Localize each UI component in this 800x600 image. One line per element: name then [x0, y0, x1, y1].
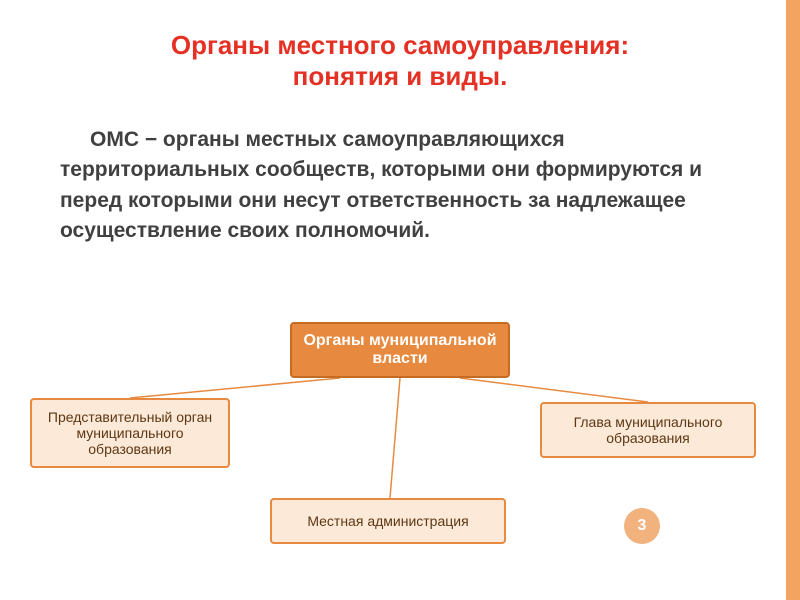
slide-title: Органы местного самоуправления: понятия …: [80, 30, 720, 92]
slide-title-line1: Органы местного самоуправления:: [80, 30, 720, 61]
node-representative-body: Представительный орган муниципального об…: [30, 398, 230, 468]
node-admin-label: Местная администрация: [307, 513, 468, 529]
node-head-label: Глава муниципального образования: [548, 414, 748, 446]
node-local-administration: Местная администрация: [270, 498, 506, 544]
accent-bar: [786, 0, 800, 600]
page-number: 3: [638, 517, 647, 535]
definition-text: ОМС − органы местных самоуправляющихся т…: [60, 125, 740, 247]
node-rep-label: Представительный орган муниципального об…: [38, 409, 222, 457]
node-root-label: Органы муниципальной власти: [298, 332, 502, 368]
page-number-badge: 3: [624, 508, 660, 544]
node-root: Органы муниципальной власти: [290, 322, 510, 378]
slide-title-line2: понятия и виды.: [80, 61, 720, 92]
node-municipal-head: Глава муниципального образования: [540, 402, 756, 458]
